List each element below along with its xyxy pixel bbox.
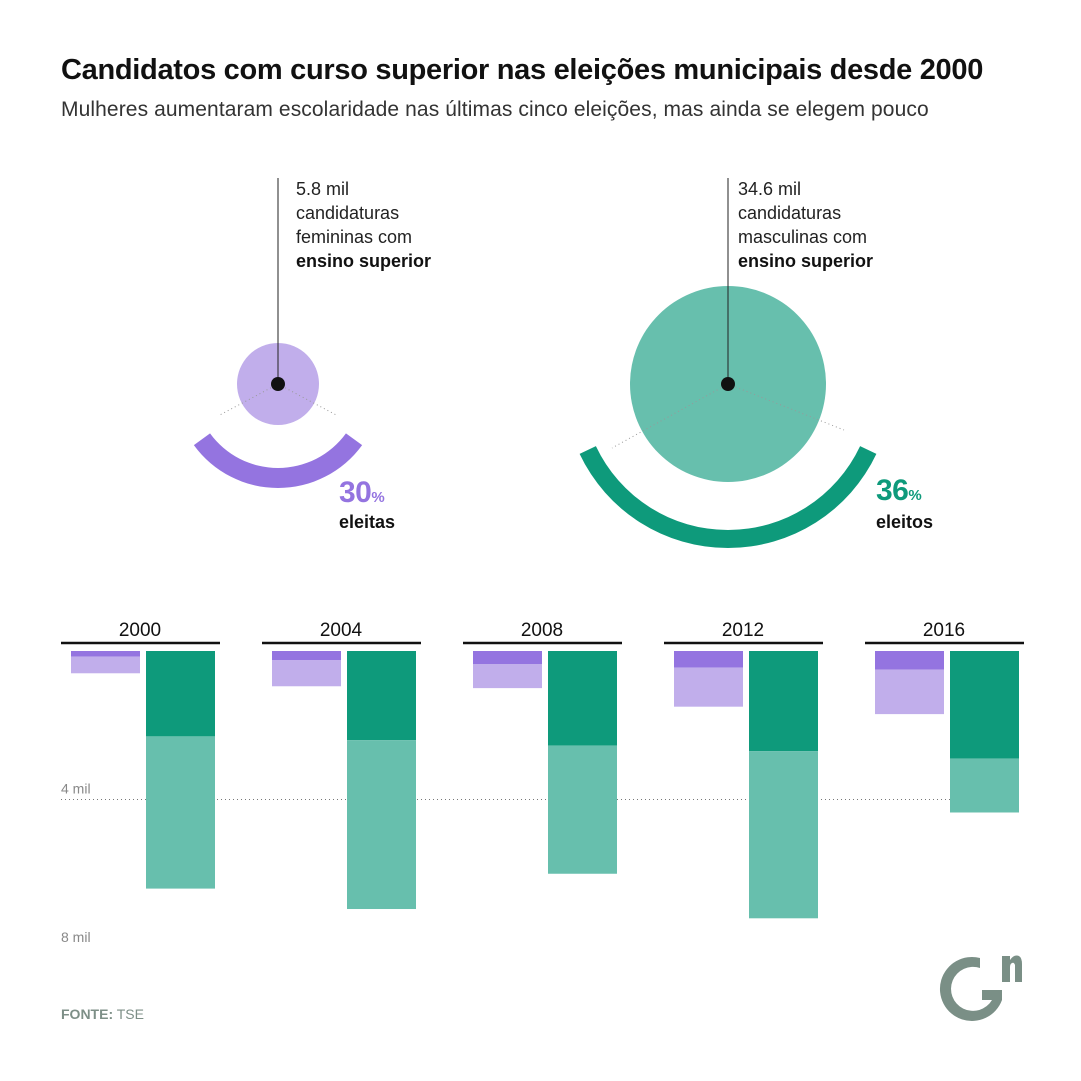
bar-women-not-elected — [473, 663, 542, 689]
men-annotation-count: 34.6 mil — [738, 179, 802, 199]
y-tick-label: 4 mil — [61, 781, 91, 797]
bar-men-elected — [749, 651, 818, 752]
source-label: FONTE: — [61, 1006, 114, 1022]
bar-men-elected — [347, 651, 416, 741]
women-elected-label: eleitas — [339, 512, 396, 532]
chart-title: Candidatos com curso superior nas eleiçõ… — [61, 54, 984, 86]
men-dotted-connector-right — [727, 383, 845, 431]
bar-men-not-elected — [548, 745, 617, 874]
women-annotation: 5.8 mil candidaturas femininas com ensin… — [296, 177, 431, 273]
bar-men-elected — [548, 651, 617, 746]
bar-women-not-elected — [674, 667, 743, 707]
gn-logo: Gn — [939, 955, 1022, 1021]
men-summary-graphic — [579, 178, 877, 548]
bar-men-not-elected — [347, 740, 416, 910]
men-pct-number: 36 — [876, 474, 909, 507]
bar-men-not-elected — [146, 736, 215, 889]
men-annotation-line4: ensino superior — [738, 251, 874, 271]
men-annotation-line2: candidaturas — [738, 203, 842, 223]
chart-subtitle: Mulheres aumentaram escolaridade nas últ… — [61, 98, 929, 121]
women-annotation-line3: femininas com — [296, 227, 413, 247]
women-pct-number: 30 — [339, 476, 372, 509]
women-pct-symbol: % — [371, 489, 385, 506]
bar-men-elected — [146, 651, 215, 737]
men-elected-label: eleitos — [876, 512, 934, 532]
bars-layer: 4 mil 8 mil 2000 2004 2008 2012 2016 — [61, 620, 1024, 945]
women-annotation-line2: candidaturas — [296, 203, 400, 223]
source-note: FONTE: TSE — [61, 1006, 144, 1022]
women-annotation-line4: ensino superior — [296, 251, 432, 271]
bar-women-not-elected — [272, 660, 341, 687]
year-label: 2016 — [923, 620, 965, 641]
bar-men-elected — [950, 651, 1019, 759]
women-dotted-connector-left — [217, 383, 279, 417]
men-leader-dot — [721, 377, 735, 391]
bar-women-not-elected — [875, 669, 944, 715]
year-label: 2008 — [521, 620, 563, 641]
men-elected-arc — [579, 446, 877, 548]
women-elected-pct: 30% — [339, 476, 385, 510]
year-label: 2012 — [722, 620, 764, 641]
men-annotation: 34.6 mil candidaturas masculinas com ens… — [738, 177, 873, 273]
bar-women-elected — [71, 651, 140, 657]
bar-women-elected — [674, 651, 743, 668]
women-elected-arc — [193, 433, 363, 489]
women-annotation-count: 5.8 mil — [296, 179, 350, 199]
logo-g-shape — [939, 956, 1002, 1021]
men-annotation-line3: masculinas com — [738, 227, 868, 247]
y-tick-label: 8 mil — [61, 929, 91, 945]
men-elected-pct: 36% — [876, 474, 922, 508]
source-value: TSE — [113, 1006, 144, 1022]
year-label: 2000 — [119, 620, 161, 641]
bar-women-elected — [473, 651, 542, 664]
bar-women-elected — [875, 651, 944, 670]
bar-men-not-elected — [950, 758, 1019, 813]
men-pct-symbol: % — [908, 487, 922, 504]
bar-women-not-elected — [71, 656, 140, 674]
women-dotted-connector-right — [277, 383, 339, 417]
women-leader-dot — [271, 377, 285, 391]
year-label: 2004 — [320, 620, 363, 641]
bar-men-not-elected — [749, 751, 818, 919]
logo-n-shape — [1002, 955, 1022, 982]
women-summary-graphic — [193, 178, 363, 489]
bar-women-elected — [272, 651, 341, 661]
